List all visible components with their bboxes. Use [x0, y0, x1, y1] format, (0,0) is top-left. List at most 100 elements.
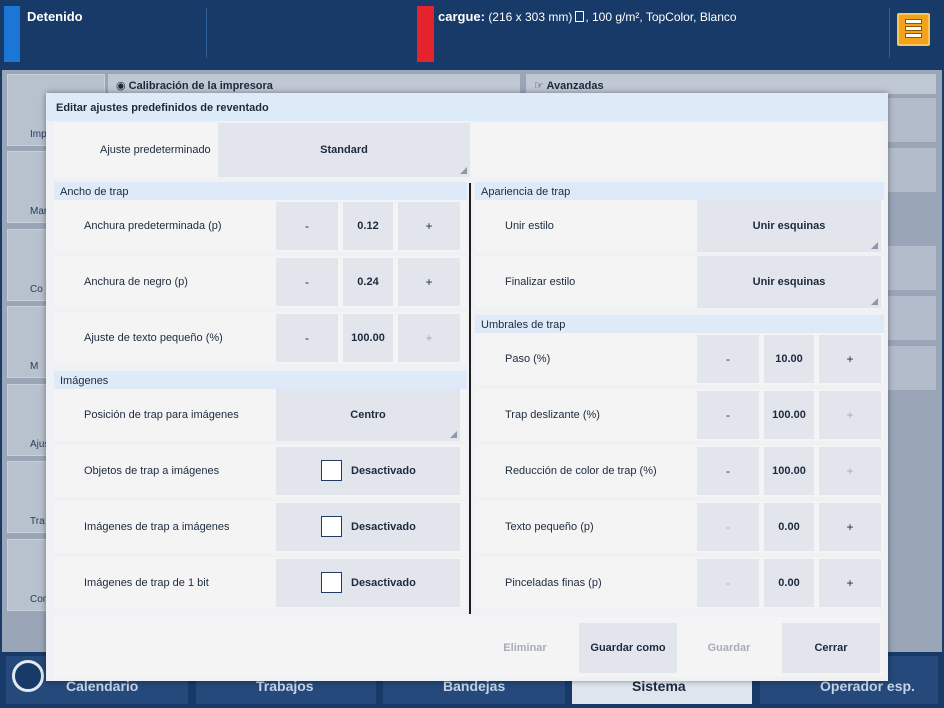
checkbox-icon[interactable]	[321, 572, 342, 593]
step-decrease-button[interactable]: -	[697, 335, 759, 383]
advanced-title: ☞ Avanzadas	[534, 80, 604, 92]
clock-icon	[12, 660, 44, 692]
join-style-select[interactable]: Unir esquinas	[697, 200, 881, 252]
objects-to-images-row: Objetos de trap a imágenes Desactivado	[54, 445, 467, 497]
default-width-row: Anchura predeterminada (p) - 0.12 +	[54, 200, 467, 252]
black-width-increase-button[interactable]: +	[398, 258, 460, 306]
image-trap-position-label: Posición de trap para imágenes	[84, 409, 239, 421]
checkbox-icon[interactable]	[321, 516, 342, 537]
trap-thresholds-heading: Umbrales de trap	[475, 315, 884, 333]
join-style-row: Unir estilo Unir esquinas	[475, 200, 884, 252]
bg-block	[888, 246, 936, 290]
printer-status-text: Detenido	[27, 9, 83, 24]
step-value[interactable]: 10.00	[764, 335, 814, 383]
preset-label: Ajuste predeterminado	[100, 144, 211, 156]
one-bit-images-row: Imágenes de trap de 1 bit Desactivado	[54, 557, 467, 609]
delete-button[interactable]: Eliminar	[503, 642, 547, 654]
close-button[interactable]: Cerrar	[782, 623, 880, 673]
sliding-trap-increase-button[interactable]: +	[819, 391, 881, 439]
trap-appearance-heading: Apariencia de trap	[475, 182, 884, 200]
small-text-decrease-button[interactable]: -	[697, 503, 759, 551]
black-width-value[interactable]: 0.24	[343, 258, 393, 306]
small-text-adjust-value[interactable]: 100.00	[343, 314, 393, 362]
load-request[interactable]: cargue: (216 x 303 mm) , 100 g/m², TopCol…	[438, 9, 737, 24]
bg-panel-header	[526, 74, 936, 94]
queue-stack-icon[interactable]	[897, 13, 930, 46]
bg-block	[888, 346, 936, 390]
preset-row: Ajuste predeterminado Standard	[54, 123, 884, 177]
default-width-value[interactable]: 0.12	[343, 202, 393, 250]
paper-icon	[575, 11, 585, 22]
dropdown-corner-icon	[871, 242, 878, 249]
black-width-row: Anchura de negro (p) - 0.24 +	[54, 256, 467, 308]
bg-panel-header	[108, 74, 520, 94]
bg-block	[888, 98, 936, 142]
dropdown-corner-icon	[460, 167, 467, 174]
trap-presets-dialog: Editar ajustes predefinidos de reventado…	[46, 93, 888, 681]
small-text-adjust-increase-button[interactable]: +	[398, 314, 460, 362]
fine-strokes-decrease-button[interactable]: -	[697, 559, 759, 607]
divider	[889, 8, 890, 58]
checkbox-icon[interactable]	[321, 460, 342, 481]
save-as-button[interactable]: Guardar como	[579, 623, 677, 673]
end-style-row: Finalizar estilo Unir esquinas	[475, 256, 884, 308]
dialog-footer: Eliminar Guardar como Guardar Cerrar	[54, 617, 884, 677]
preset-select[interactable]: Standard	[218, 123, 470, 177]
trap-width-heading: Ancho de trap	[54, 182, 467, 200]
image-trap-position-select[interactable]: Centro	[276, 389, 460, 441]
bg-block	[888, 148, 936, 192]
image-trap-position-row: Posición de trap para imágenes Centro	[54, 389, 467, 441]
fine-strokes-row: Pinceladas finas (p) - 0.00 +	[475, 557, 884, 609]
objects-to-images-toggle[interactable]: Desactivado	[276, 447, 460, 495]
small-text-value[interactable]: 0.00	[764, 503, 814, 551]
dropdown-corner-icon	[871, 298, 878, 305]
images-to-images-row: Imágenes de trap a imágenes Desactivado	[54, 501, 467, 553]
fine-strokes-increase-button[interactable]: +	[819, 559, 881, 607]
dropdown-corner-icon	[450, 431, 457, 438]
fine-strokes-label: Pinceladas finas (p)	[505, 577, 602, 589]
step-label: Paso (%)	[505, 353, 551, 365]
color-reduction-increase-button[interactable]: +	[819, 447, 881, 495]
load-details: , 100 g/m², TopColor, Blanco	[585, 10, 737, 24]
end-style-label: Finalizar estilo	[505, 276, 576, 288]
sliding-trap-row: Trap deslizante (%) - 100.00 +	[475, 389, 884, 441]
preset-value: Standard	[320, 144, 368, 156]
small-text-increase-button[interactable]: +	[819, 503, 881, 551]
images-to-images-label: Imágenes de trap a imágenes	[84, 521, 230, 533]
black-width-decrease-button[interactable]: -	[276, 258, 338, 306]
color-reduction-label: Reducción de color de trap (%)	[505, 465, 657, 477]
join-style-label: Unir estilo	[505, 220, 554, 232]
small-text-adjust-row: Ajuste de texto pequeño (%) - 100.00 +	[54, 312, 467, 364]
small-text-adjust-decrease-button[interactable]: -	[276, 314, 338, 362]
step-increase-button[interactable]: +	[819, 335, 881, 383]
objects-to-images-label: Objetos de trap a imágenes	[84, 465, 220, 477]
small-text-row: Texto pequeño (p) - 0.00 +	[475, 501, 884, 553]
images-to-images-toggle[interactable]: Desactivado	[276, 503, 460, 551]
column-divider	[469, 183, 471, 614]
step-row: Paso (%) - 10.00 +	[475, 333, 884, 385]
dialog-title: Editar ajustes predefinidos de reventado	[46, 93, 888, 121]
small-text-adjust-label: Ajuste de texto pequeño (%)	[84, 332, 223, 344]
calibration-title: ◉ Calibración de la impresora	[116, 80, 273, 92]
color-reduction-decrease-button[interactable]: -	[697, 447, 759, 495]
divider	[206, 8, 207, 58]
small-text-label: Texto pequeño (p)	[505, 521, 594, 533]
end-style-select[interactable]: Unir esquinas	[697, 256, 881, 308]
load-label: cargue:	[438, 9, 485, 24]
one-bit-images-toggle[interactable]: Desactivado	[276, 559, 460, 607]
default-width-label: Anchura predeterminada (p)	[84, 220, 222, 232]
color-reduction-row: Reducción de color de trap (%) - 100.00 …	[475, 445, 884, 497]
images-heading: Imágenes	[54, 371, 467, 389]
sliding-trap-decrease-button[interactable]: -	[697, 391, 759, 439]
bg-block	[888, 296, 936, 340]
black-width-label: Anchura de negro (p)	[84, 276, 188, 288]
save-button[interactable]: Guardar	[707, 642, 751, 654]
sliding-trap-value[interactable]: 100.00	[764, 391, 814, 439]
fine-strokes-value[interactable]: 0.00	[764, 559, 814, 607]
load-warning-indicator	[417, 6, 434, 62]
default-width-decrease-button[interactable]: -	[276, 202, 338, 250]
load-size: (216 x 303 mm)	[488, 10, 573, 24]
default-width-increase-button[interactable]: +	[398, 202, 460, 250]
color-reduction-value[interactable]: 100.00	[764, 447, 814, 495]
one-bit-images-label: Imágenes de trap de 1 bit	[84, 577, 209, 589]
